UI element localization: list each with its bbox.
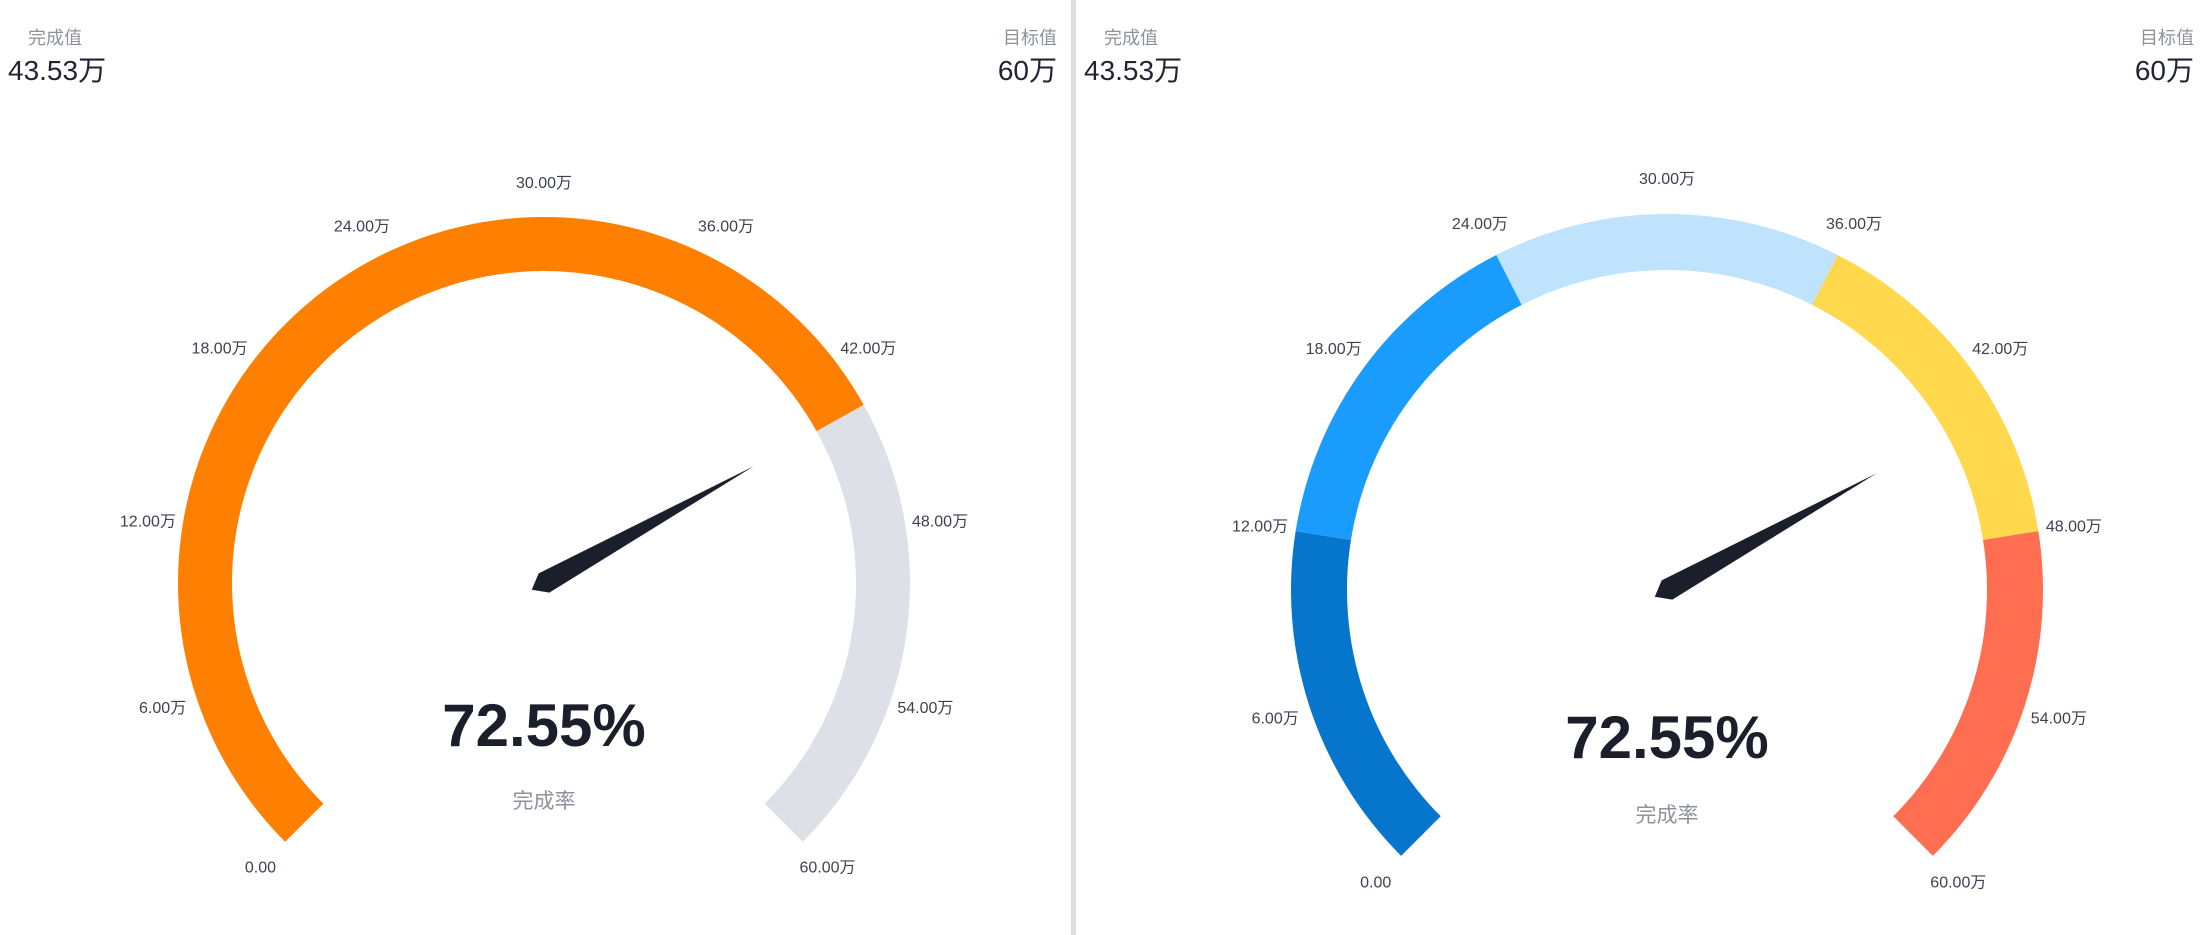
gauge-band-0 <box>1291 531 1441 856</box>
gauge-tick-label: 30.00万 <box>1639 171 1695 188</box>
gauge-tick-label: 24.00万 <box>334 219 390 236</box>
gauge-tick-label: 54.00万 <box>2031 710 2087 727</box>
completed-value: 43.53万 <box>1084 55 1183 86</box>
target-value: 60万 <box>2134 55 2194 86</box>
gauge-tick-label: 12.00万 <box>1232 519 1288 536</box>
completion-percent: 72.55% <box>1565 704 1769 771</box>
gauge-bands <box>1291 213 2043 856</box>
target-label: 目标值 <box>2140 28 2194 48</box>
gauge-panel-left: 完成值 43.53万 目标值 60万 0.00 6.00万 12.00万 18.00万… <box>0 0 1071 935</box>
gauge-band-1 <box>764 404 910 842</box>
panel-divider <box>1071 0 1076 935</box>
completion-rate-label: 完成率 <box>513 790 576 813</box>
completed-value: 43.53万 <box>8 55 107 86</box>
gauge-tick-label: 6.00万 <box>1252 710 1299 727</box>
gauge-tick-label: 18.00万 <box>1306 341 1362 358</box>
gauge-band-4 <box>1893 531 2043 856</box>
gauge-tick-label: 60.00万 <box>800 860 856 877</box>
gauge-tick-label: 48.00万 <box>912 513 968 530</box>
gauge-chart-left: 0.00 6.00万 12.00万 18.00万 24.00万 30.00万 36.00万 4… <box>120 175 968 877</box>
gauge-band-2 <box>1496 213 1838 305</box>
completed-value-block: 完成值 43.53万 <box>1084 24 1182 90</box>
target-value: 60万 <box>997 55 1057 86</box>
target-value-block: 目标值 60万 <box>2135 24 2194 90</box>
gauge-tick-label: 12.00万 <box>120 513 176 530</box>
gauge-tick-label: 36.00万 <box>1826 216 1882 233</box>
gauge-tick-label: 42.00万 <box>1972 341 2028 358</box>
gauge-tick-label: 48.00万 <box>2046 519 2102 536</box>
gauge-tick-label: 0.00 <box>245 860 276 877</box>
gauge-tick-label: 0.00 <box>1360 874 1391 891</box>
gauge-panel-right: 完成值 43.53万 目标值 60万 0.00 6.00万 12.00万 18.00万… <box>1076 0 2208 935</box>
gauge-tick-labels: 0.00 6.00万 12.00万 18.00万 24.00万 30.00万 36.00万 4… <box>1232 171 2102 891</box>
gauge-needle <box>1654 473 1877 600</box>
gauge-band-1 <box>1295 254 1522 540</box>
gauge-tick-label: 24.00万 <box>1452 216 1508 233</box>
gauge-chart-right: 0.00 6.00万 12.00万 18.00万 24.00万 30.00万 36.00万 4… <box>1232 171 2102 891</box>
gauge-tick-label: 42.00万 <box>840 340 896 357</box>
gauge-tick-label: 36.00万 <box>698 219 754 236</box>
target-label: 目标值 <box>1003 28 1057 48</box>
completion-percent: 72.55% <box>442 692 646 759</box>
completion-rate-label: 完成率 <box>1636 804 1699 827</box>
completed-label: 完成值 <box>28 28 82 48</box>
gauge-tick-label: 54.00万 <box>897 700 953 717</box>
gauge-tick-label: 18.00万 <box>192 340 248 357</box>
completed-label: 完成值 <box>1104 28 1158 48</box>
gauge-tick-label: 60.00万 <box>1930 874 1986 891</box>
gauge-tick-label: 6.00万 <box>139 700 186 717</box>
gauge-band-0 <box>177 216 864 842</box>
gauge-band-3 <box>1812 254 2039 540</box>
gauge-needle <box>531 466 754 593</box>
gauge-tick-labels: 0.00 6.00万 12.00万 18.00万 24.00万 30.00万 36.00万 4… <box>120 175 968 877</box>
target-value-block: 目标值 60万 <box>998 24 1057 90</box>
gauge-tick-label: 30.00万 <box>516 175 572 192</box>
completed-value-block: 完成值 43.53万 <box>8 24 106 90</box>
gauge-bands <box>177 216 910 842</box>
